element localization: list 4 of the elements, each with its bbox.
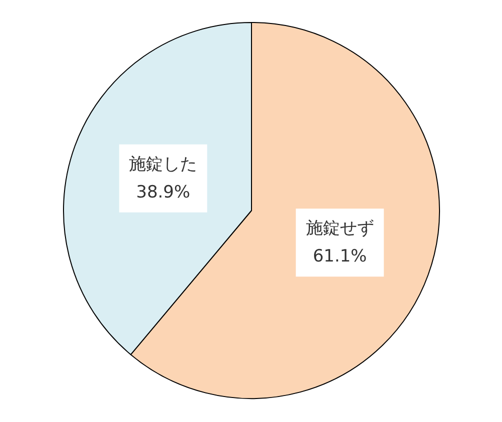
data-label: 38.9%	[136, 182, 190, 202]
data-label: 61.1%	[312, 246, 367, 267]
slice-label: 施錠せず	[306, 218, 374, 239]
slice-label: 施錠した	[129, 154, 198, 174]
